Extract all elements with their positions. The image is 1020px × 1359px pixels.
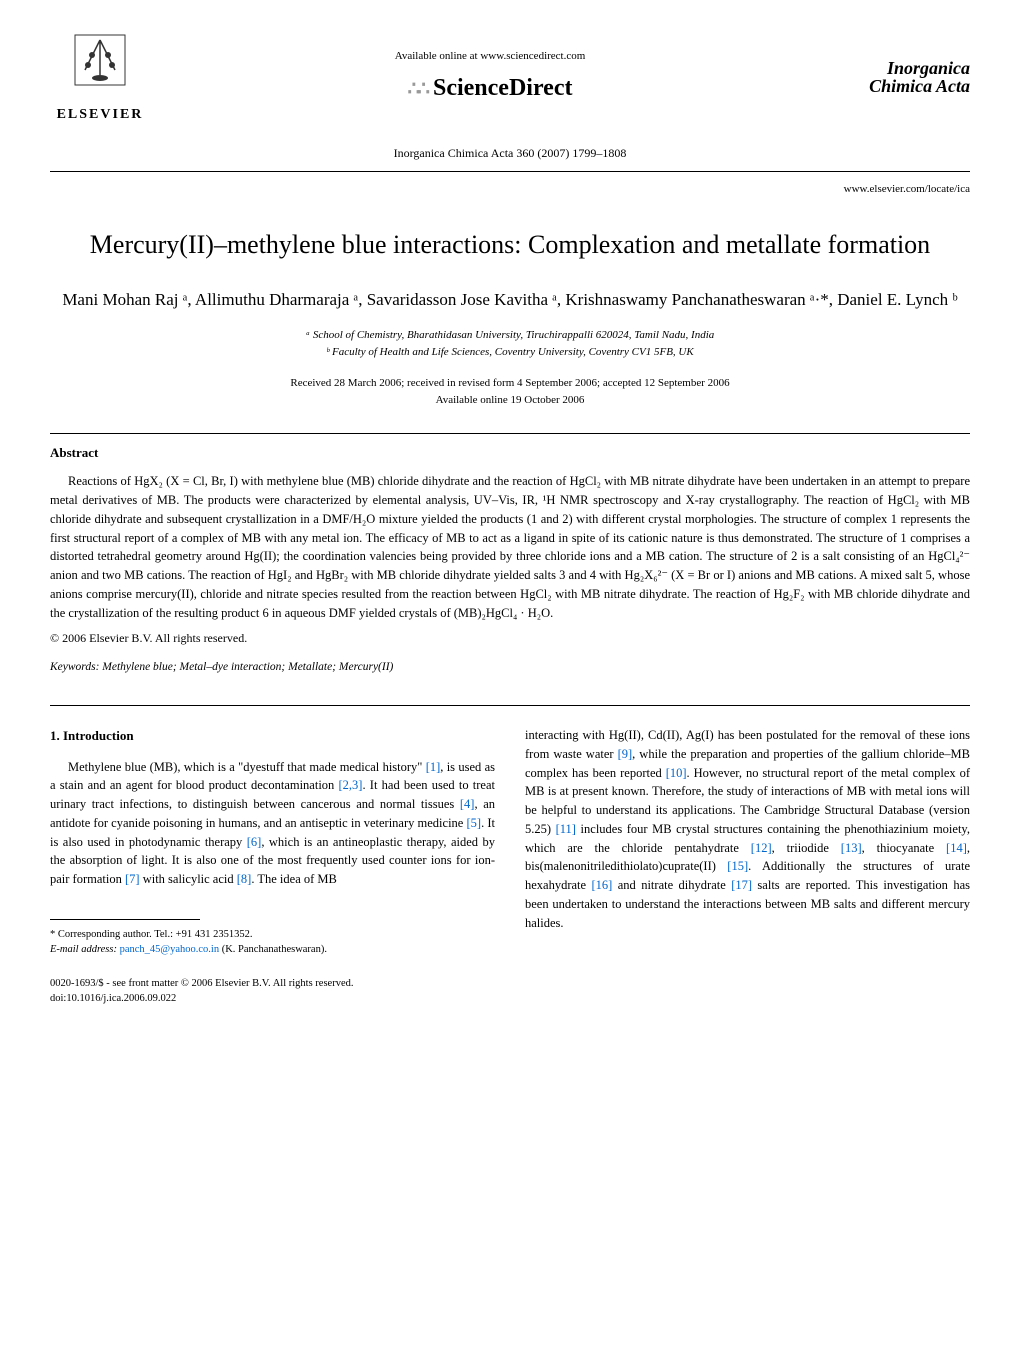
journal-name-line2: Chimica Acta [830,77,970,95]
ref-11[interactable]: [11] [556,822,576,836]
footer-info: 0020-1693/$ - see front matter © 2006 El… [50,977,495,1006]
email-suffix: (K. Panchanatheswaran). [219,944,327,955]
header-separator [50,171,970,172]
ref-4[interactable]: [4] [460,797,475,811]
email-label: E-mail address: [50,944,120,955]
ref-13[interactable]: [13] [841,841,862,855]
right-column: interacting with Hg(II), Cd(II), Ag(I) h… [525,726,970,1007]
doi-line: doi:10.1016/j.ica.2006.09.022 [50,992,495,1007]
ref-16[interactable]: [16] [592,878,613,892]
keywords: Keywords: Methylene blue; Metal–dye inte… [50,659,970,675]
abstract-content: Reactions of HgX₂ (X = Cl, Br, I) with m… [50,474,970,619]
journal-name-line1: Inorganica [830,59,970,77]
article-title: Mercury(II)–methylene blue interactions:… [50,228,970,262]
ref-12[interactable]: [12] [751,841,772,855]
body-two-column: 1. Introduction Methylene blue (MB), whi… [50,726,970,1007]
issn-line: 0020-1693/$ - see front matter © 2006 El… [50,977,495,992]
ref-9[interactable]: [9] [618,747,633,761]
ref-14[interactable]: [14] [946,841,967,855]
ref-6[interactable]: [6] [247,835,262,849]
abstract-bottom-rule [50,705,970,706]
left-column: 1. Introduction Methylene blue (MB), whi… [50,726,495,1007]
ref-8[interactable]: [8] [237,872,252,886]
affiliation-a: ᵃ School of Chemistry, Bharathidasan Uni… [50,327,970,344]
journal-citation: Inorganica Chimica Acta 360 (2007) 1799–… [50,145,970,162]
sd-dots-icon: ∴∴ [408,78,427,100]
keywords-text: Methylene blue; Metal–dye interaction; M… [99,661,393,673]
abstract-top-rule [50,433,970,434]
affiliation-b: ᵇ Faculty of Health and Life Sciences, C… [50,344,970,361]
journal-url: www.elsevier.com/locate/ica [50,182,970,197]
ref-15[interactable]: [15] [727,859,748,873]
corresponding-author: * Corresponding author. Tel.: +91 431 23… [50,928,495,943]
intro-heading: 1. Introduction [50,726,495,746]
authors: Mani Mohan Raj ᵃ, Allimuthu Dharmaraja ᵃ… [50,287,970,313]
keywords-label: Keywords: [50,661,99,673]
sciencedirect-logo: ∴∴ ScienceDirect [150,72,830,106]
intro-paragraph-1: Methylene blue (MB), which is a "dyestuf… [50,758,495,889]
copyright: © 2006 Elsevier B.V. All rights reserved… [50,630,970,647]
email-line: E-mail address: panch_45@yahoo.co.in (K.… [50,943,495,958]
abstract-text: Reactions of HgX₂ (X = Cl, Br, I) with m… [50,472,970,622]
footnote-corresponding: * Corresponding author. Tel.: +91 431 23… [50,928,495,957]
ref-5[interactable]: [5] [467,816,482,830]
intro-paragraph-2: interacting with Hg(II), Cd(II), Ag(I) h… [525,726,970,932]
center-header: Available online at www.sciencedirect.co… [150,49,830,106]
journal-logo: Inorganica Chimica Acta [830,59,970,95]
ref-2-3[interactable]: [2,3] [339,778,363,792]
abstract-heading: Abstract [50,444,970,462]
sciencedirect-text: ScienceDirect [433,75,573,101]
email-address[interactable]: panch_45@yahoo.co.in [120,944,219,955]
ref-10[interactable]: [10] [666,766,687,780]
affiliations: ᵃ School of Chemistry, Bharathidasan Uni… [50,327,970,360]
elsevier-text: ELSEVIER [50,105,150,125]
elsevier-tree-icon [50,30,150,105]
received-date: Received 28 March 2006; received in revi… [50,375,970,392]
ref-1[interactable]: [1] [426,760,441,774]
elsevier-logo: ELSEVIER [50,30,150,125]
header-row: ELSEVIER Available online at www.science… [50,30,970,125]
footnote-separator [50,919,200,920]
ref-7[interactable]: [7] [125,872,140,886]
ref-17[interactable]: [17] [731,878,752,892]
available-online-text: Available online at www.sciencedirect.co… [150,49,830,64]
available-date: Available online 19 October 2006 [50,392,970,409]
dates: Received 28 March 2006; received in revi… [50,375,970,408]
